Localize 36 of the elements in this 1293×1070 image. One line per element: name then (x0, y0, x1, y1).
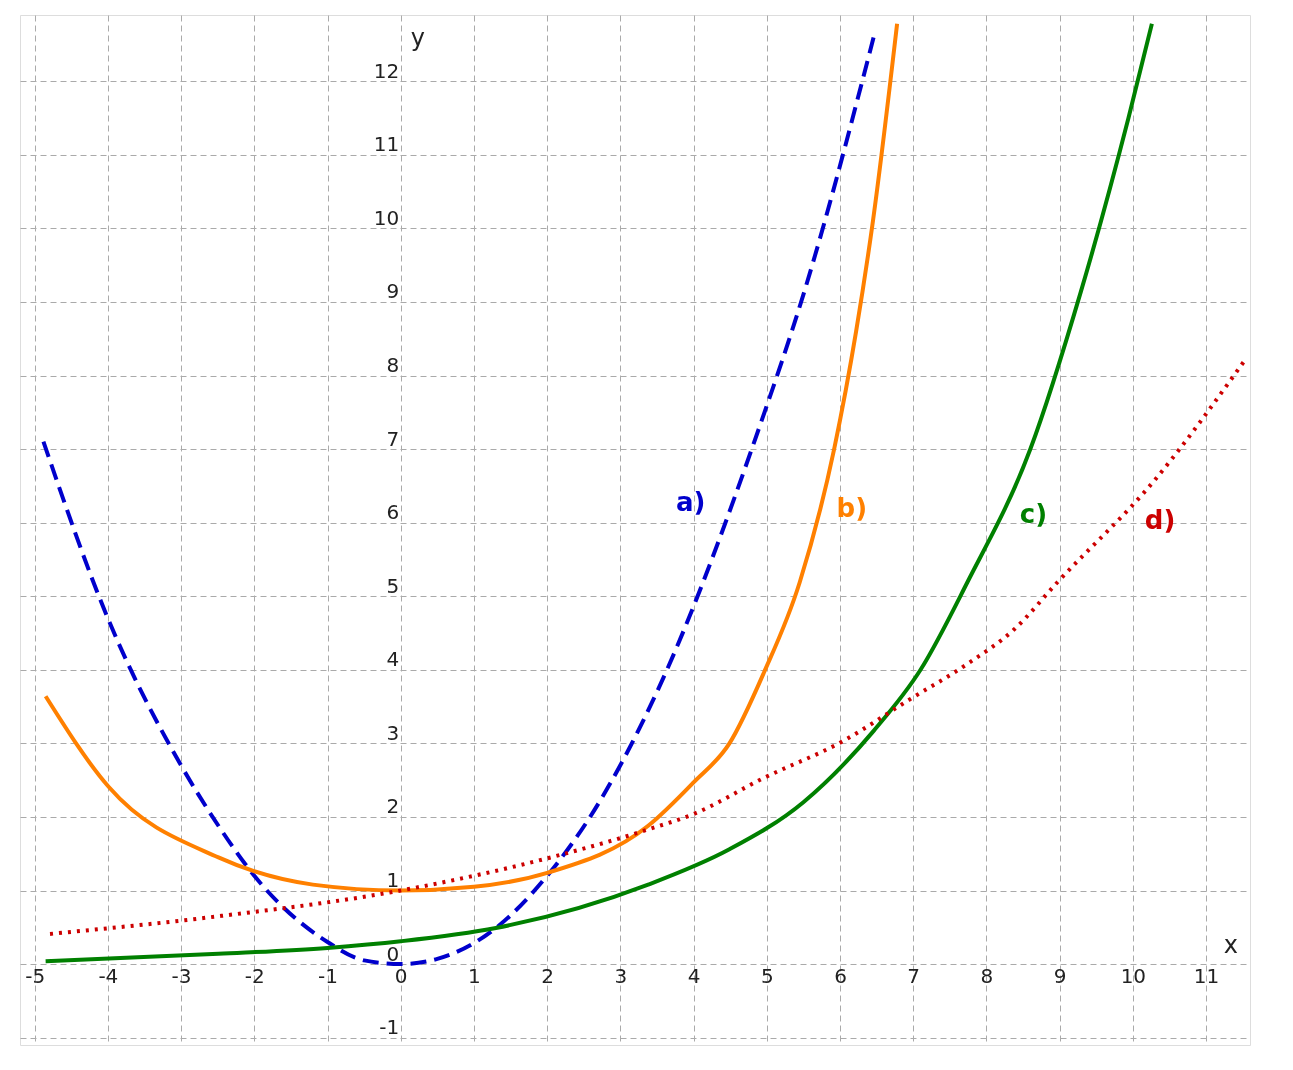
x-tick-label: -5 (25, 963, 46, 988)
y-tick-label: 7 (386, 426, 400, 451)
y-tick-label: 9 (386, 279, 400, 304)
y-tick-label: 5 (386, 573, 400, 598)
series-label: d) (1144, 505, 1176, 536)
y-tick-label: 2 (386, 794, 400, 819)
series-label: a) (676, 487, 706, 518)
x-tick-label: 1 (468, 963, 481, 988)
y-tick-label: 0 (386, 941, 400, 966)
x-tick-label: -1 (318, 963, 338, 988)
x-tick-label: 8 (980, 963, 994, 988)
x-tick-label: 9 (1053, 963, 1067, 988)
x-tick-label: 6 (834, 963, 847, 988)
x-tick-label: 11 (1193, 963, 1220, 988)
y-tick-label: 3 (386, 720, 400, 745)
y-tick-label: 4 (386, 647, 400, 672)
x-tick-label: 10 (1120, 963, 1147, 988)
x-tick-label: 2 (541, 963, 555, 988)
x-tick-label: -3 (171, 963, 192, 988)
x-tick-label: 5 (760, 963, 774, 988)
y-tick-label: 6 (386, 500, 400, 525)
x-tick-label: -4 (98, 963, 119, 988)
x-axis-title: x (1223, 931, 1238, 960)
series-label: b) (836, 493, 868, 524)
x-tick-label: 3 (614, 963, 628, 988)
x-tick-label: 7 (907, 963, 921, 988)
y-tick-label: 11 (373, 132, 400, 157)
y-tick-label: 10 (373, 205, 400, 230)
y-tick-label: 1 (386, 868, 400, 892)
y-axis-title: y (410, 24, 425, 52)
series-label: c) (1019, 499, 1048, 530)
y-tick-label: -1 (379, 1015, 400, 1040)
x-tick-label: 4 (687, 963, 701, 988)
y-tick-label: 8 (386, 353, 400, 377)
x-tick-label: -2 (244, 963, 265, 988)
y-tick-label: 12 (373, 58, 400, 83)
